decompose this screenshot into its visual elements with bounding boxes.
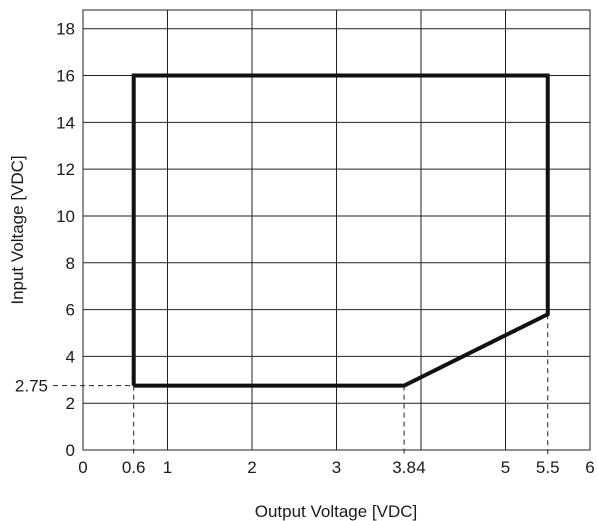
x-axis-title: Output Voltage [VDC] <box>255 502 418 521</box>
y-tick-label: 12 <box>56 160 75 179</box>
x-tick-label: 4 <box>416 458 425 477</box>
y-axis-title: Input Voltage [VDC] <box>8 155 27 304</box>
x-tick-label: 5 <box>501 458 510 477</box>
x-annotation-label: 5.5 <box>536 458 560 477</box>
operating-area-boundary <box>131 73 550 388</box>
y-annotation-label: 2.75 <box>15 377 48 396</box>
boundary-vertex <box>547 75 549 77</box>
boundary-vertex <box>133 385 135 387</box>
y-tick-label: 18 <box>56 20 75 39</box>
x-annotation-label: 3.8 <box>392 458 416 477</box>
x-tick-label: 1 <box>163 458 172 477</box>
x-tick-labels: 0 1 2 3 4 5 6 <box>78 458 594 477</box>
y-tick-label: 4 <box>66 347 75 366</box>
boundary-vertex <box>547 313 549 315</box>
x-tick-label: 6 <box>585 458 594 477</box>
y-tick-labels: 0 2 4 6 8 10 12 14 16 18 <box>56 20 75 460</box>
x-tick-label: 3 <box>332 458 341 477</box>
y-tick-label: 6 <box>66 301 75 320</box>
y-tick-label: 2 <box>66 394 75 413</box>
y-tick-label: 10 <box>56 207 75 226</box>
y-tick-label: 0 <box>66 441 75 460</box>
boundary-vertex <box>403 385 405 387</box>
annotation-labels: 0.6 3.8 5.5 2.75 <box>15 377 560 477</box>
x-tick-label: 0 <box>78 458 87 477</box>
boundary-vertex <box>133 75 135 77</box>
y-tick-label: 14 <box>56 113 75 132</box>
x-tick-label: 2 <box>247 458 256 477</box>
guide-lines <box>53 314 549 456</box>
y-tick-label: 8 <box>66 254 75 273</box>
x-annotation-label: 0.6 <box>122 458 146 477</box>
y-tick-label: 16 <box>56 67 75 86</box>
series-layer <box>131 73 550 388</box>
